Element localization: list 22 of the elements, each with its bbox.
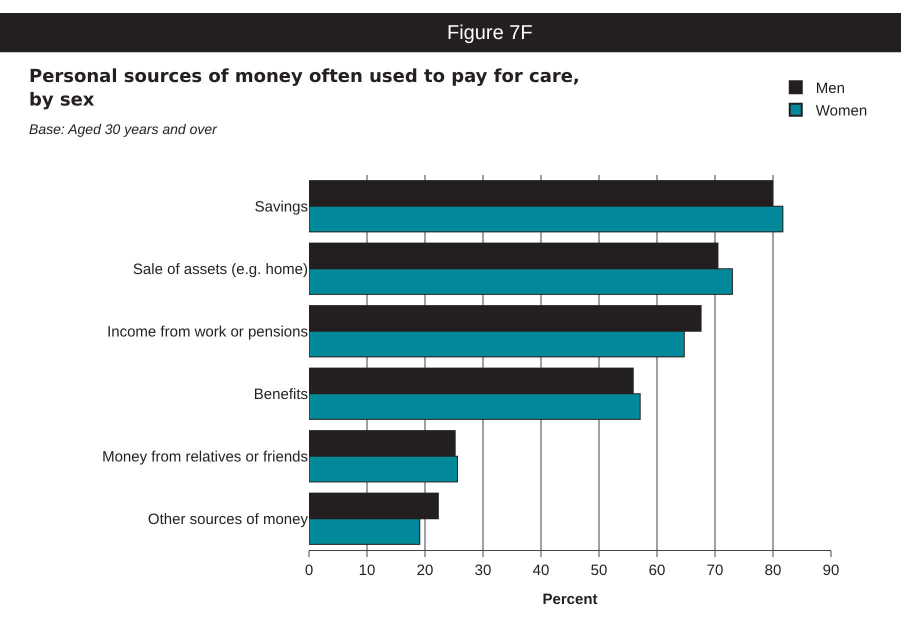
x-tick-label: 10 [358,562,376,579]
x-tick-label: 60 [648,562,666,579]
x-axis-title: Percent [542,591,598,608]
x-tick-label: 0 [304,562,314,579]
chart-title: Personal sources of money often used to pay for care, by sex [29,66,580,110]
legend-label: Men [816,80,845,98]
x-tick-label: 70 [706,562,724,579]
y-tick-label: Savings [254,198,308,216]
x-tick-label: 30 [474,562,492,579]
y-tick-label: Benefits [254,386,308,403]
x-tick-label: 90 [822,562,840,579]
x-tick-label: 20 [416,562,434,579]
x-tick-label: 50 [590,562,608,579]
x-tick-label: 80 [764,562,782,579]
y-tick-label: Other sources of money [148,511,308,528]
legend-label: Women [816,102,868,120]
y-tick-label: Sale of assets (e.g. home) [132,261,308,278]
text: Base: Aged 30 years and over [29,121,218,137]
y-tick-label: Income from work or pensions [107,324,308,340]
caption: Figure 7F [447,22,533,44]
x-tick-label: 40 [532,562,550,579]
y-tick-label: Money from relatives or friends [102,448,308,466]
